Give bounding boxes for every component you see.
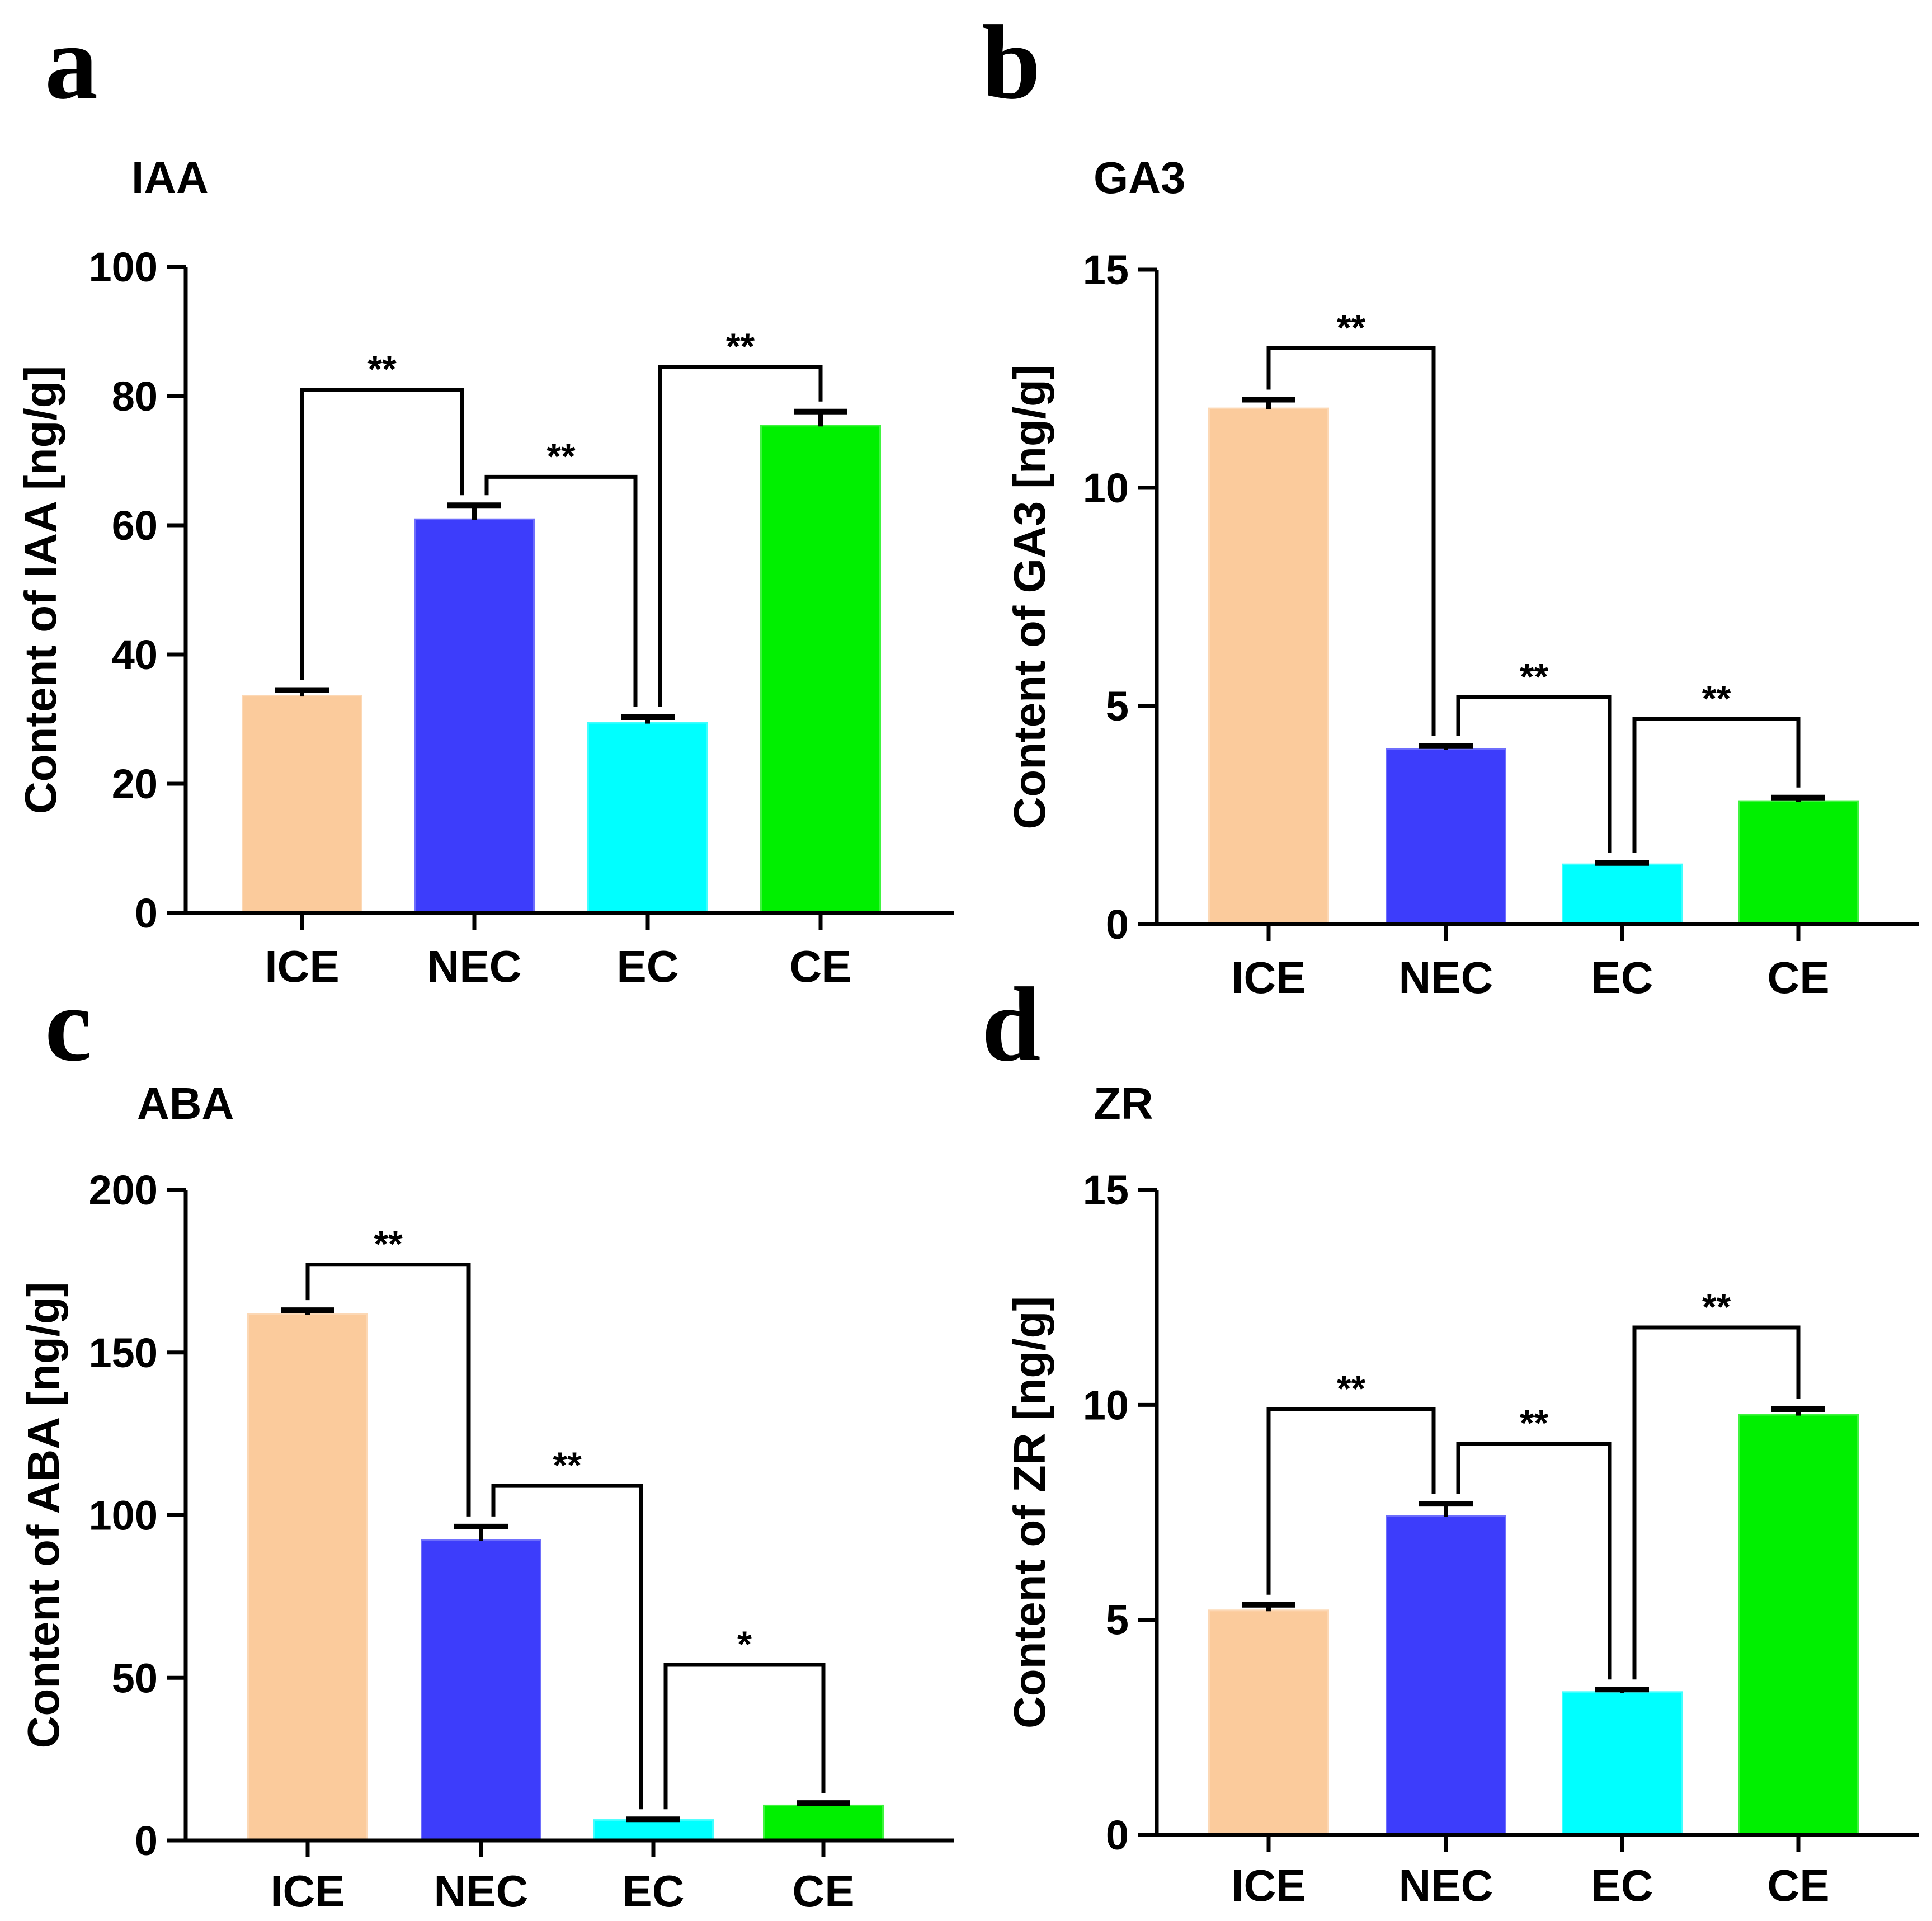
significance-label: ** [374,1223,403,1265]
significance-label: ** [1702,1286,1731,1327]
x-tick-label: CE [1767,1861,1829,1910]
bar-ce [1738,800,1859,926]
x-tick-label: ICE [270,1866,345,1916]
chart-title: IAA [131,153,209,203]
significance-label: ** [553,1444,582,1486]
bar-nec [414,518,535,915]
significance-bracket [491,1484,643,1810]
bar-ec [1562,1691,1683,1837]
y-tick-label: 50 [112,1655,158,1701]
significance-bracket [1632,1325,1801,1680]
y-tick-label: 100 [89,244,158,290]
bar-ice [247,1313,368,1842]
significance-label: * [737,1623,752,1665]
y-axis-label: Content of IAA [ng/g] [16,366,65,814]
significance-label: ** [546,435,576,477]
y-tick-label: 0 [1106,1812,1129,1858]
y-tick-label: 200 [89,1167,158,1213]
significance-bracket [1456,1442,1612,1680]
significance-bracket [1266,346,1436,736]
significance-bracket [663,1663,826,1810]
significance-bracket [1266,1407,1436,1595]
y-tick-label: 5 [1106,1597,1129,1644]
y-tick-label: 15 [1083,1167,1129,1213]
panel-letter: c [45,966,92,1084]
y-tick-label: 0 [135,890,158,936]
y-tick-label: 40 [112,632,158,678]
chart-panel-a: a IAA Content of IAA [ng/g] ** ** ** 0 20 40 60 80… [16,4,954,991]
x-tick-label: NEC [1399,1861,1493,1910]
significance-label: ** [1520,1402,1549,1444]
x-tick-label: ICE [265,941,339,991]
x-tick-label: CE [789,941,851,991]
x-tick-label: CE [792,1866,854,1916]
bar-ce [763,1804,884,1842]
y-axis-label: Content of ZR [ng/g] [1005,1296,1054,1729]
bar-nec [1386,1515,1506,1837]
y-tick-label: 20 [112,761,158,807]
x-tick-label: CE [1767,953,1829,1002]
y-tick-label: 10 [1083,465,1129,511]
bar-ec [593,1819,714,1843]
x-tick-label: EC [616,941,678,991]
y-axis-label: Content of ABA [ng/g] [18,1282,68,1749]
panel-letter: d [982,966,1041,1084]
significance-label: ** [367,348,397,389]
x-tick-label: EC [1591,1861,1653,1910]
chart-panel-b: b GA3 Content of GA3 [ng/g] ** ** ** 0 5 10 15 ICE… [982,4,1919,1002]
x-tick-label: NEC [427,941,522,991]
bar-ice [1208,1609,1329,1837]
bar-ce [760,425,881,915]
significance-label: ** [1337,307,1366,348]
significance-bracket [484,474,638,708]
significance-bracket [658,365,823,708]
y-tick-label: 150 [89,1330,158,1376]
y-tick-label: 0 [1106,901,1129,948]
y-axis-label: Content of GA3 [ng/g] [1005,365,1054,830]
chart-title: ZR [1094,1079,1153,1128]
panel-letter: b [982,4,1041,121]
significance-bracket [305,1263,471,1517]
y-tick-label: 100 [89,1492,158,1539]
chart-title: GA3 [1094,153,1186,203]
chart-title: ABA [137,1079,234,1128]
bar-nec [421,1539,541,1842]
y-tick-label: 80 [112,373,158,420]
bar-nec [1386,748,1506,926]
significance-bracket [1456,695,1612,853]
chart-panel-d: d ZR Content of ZR [ng/g] ** ** ** 0 5 10 15 ICE NE… [982,966,1919,1910]
y-tick-label: 10 [1083,1382,1129,1428]
bar-ce [1738,1414,1859,1837]
y-tick-label: 5 [1106,683,1129,729]
x-tick-label: EC [622,1866,684,1916]
panel-letter: a [45,4,98,121]
x-tick-label: NEC [434,1866,529,1916]
y-tick-label: 0 [135,1818,158,1864]
significance-label: ** [1337,1368,1366,1409]
bar-ice [1208,407,1329,926]
significance-label: ** [726,326,755,367]
significance-bracket [300,387,464,680]
bar-ec [1562,863,1683,926]
significance-label: ** [1702,677,1731,719]
x-tick-label: ICE [1231,1861,1306,1910]
bar-ec [587,722,708,915]
y-tick-label: 15 [1083,247,1129,293]
bar-ice [242,695,362,915]
significance-label: ** [1520,656,1549,697]
significance-bracket [1632,717,1801,853]
x-tick-label: NEC [1399,953,1493,1002]
x-tick-label: EC [1591,953,1653,1002]
y-tick-label: 60 [112,502,158,549]
x-tick-label: ICE [1231,953,1306,1002]
